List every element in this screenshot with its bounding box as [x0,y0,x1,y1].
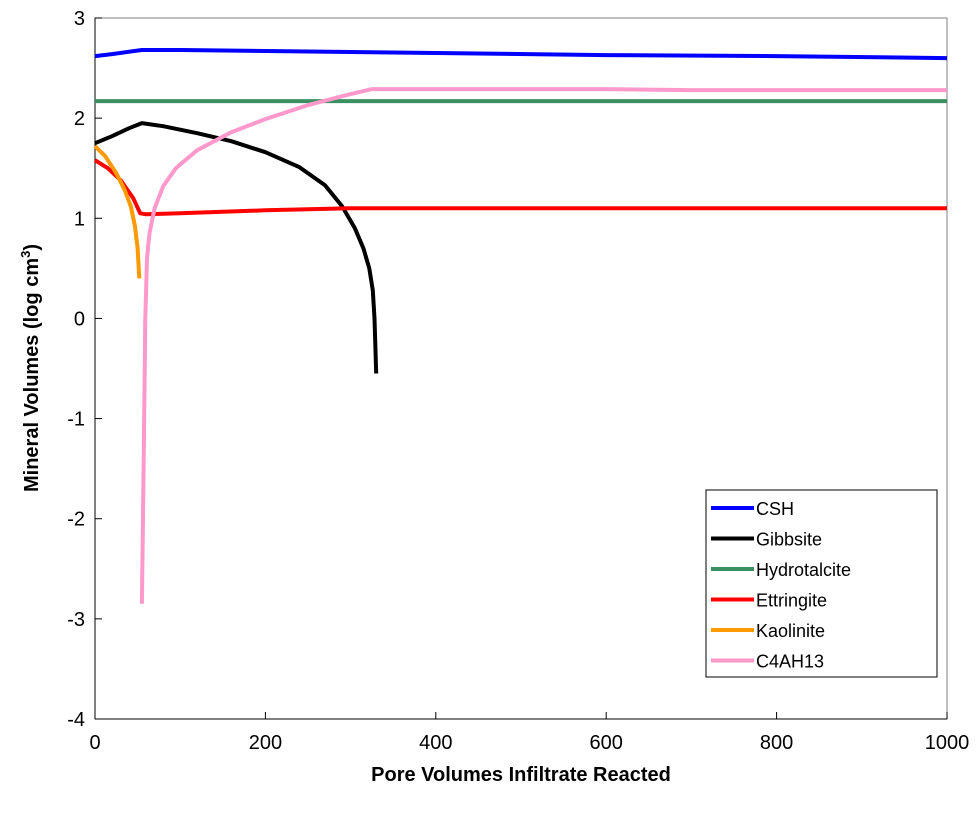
series-layer [93,48,948,604]
y-tick-label: 2 [74,108,85,130]
y-tick-label: 3 [74,8,85,30]
y-tick-label: -2 [67,509,85,531]
x-tick-label: 800 [760,732,793,754]
legend-label-csh: CSH [756,499,794,519]
legend-label-kaolinite: Kaolinite [756,621,825,641]
x-tick-label: 200 [249,732,282,754]
y-tick-label: 0 [74,308,85,330]
y-tick-label: -1 [67,409,85,431]
y-tick-label: -4 [67,709,85,731]
y-axis-title: Mineral Volumes (log cm3) [18,244,43,492]
x-axis-title: Pore Volumes Infiltrate Reacted [371,764,671,786]
legend-label-ettringite: Ettringite [756,591,827,611]
legend-label-hydrotalcite: Hydrotalcite [756,560,851,580]
y-axis-title-main: Mineral Volumes (log cm [21,258,43,492]
x-tick-label: 1000 [925,732,970,754]
series-line-csh [94,48,948,61]
series-line-c4ah13 [139,87,947,604]
x-tick-label: 600 [590,732,623,754]
legend: CSH Gibbsite Hydrotalcite Ettringite Kaolini… [705,489,938,678]
legend-box [705,489,938,678]
legend-label-c4ah13: C4AH13 [756,652,824,672]
y-tick-label: 1 [74,208,85,230]
series-line-kaolinite [93,144,142,279]
series-line-gibbsite [94,121,379,374]
y-axis-title-suffix: ) [21,244,43,251]
axes: -4 -3 -2 -1 0 1 2 3 0 200 400 600 800 1000 [67,8,969,754]
y-axis-title-superscript: 3 [18,251,33,258]
legend-label-gibbsite: Gibbsite [756,530,822,550]
x-tick-label: 0 [89,732,100,754]
y-tick-label: -3 [67,609,85,631]
x-tick-label: 400 [419,732,452,754]
